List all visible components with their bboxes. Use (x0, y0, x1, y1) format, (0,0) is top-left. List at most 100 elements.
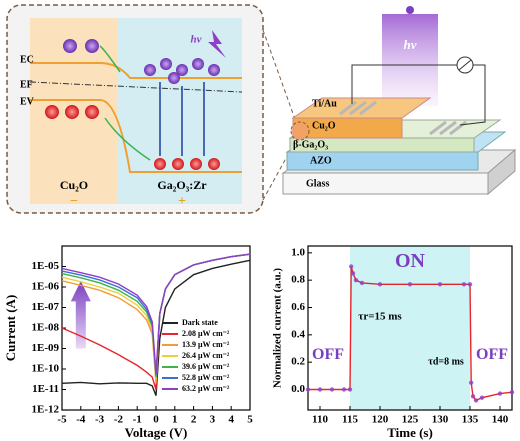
sign: + (178, 194, 186, 209)
x-axis-label: Voltage (V) (125, 425, 188, 440)
legend-label: Dark state (182, 318, 218, 327)
y-tick-label: 1E-08 (32, 322, 60, 334)
y-tick-label: 1E-11 (32, 383, 59, 395)
y-tick-label: 1E-10 (32, 363, 60, 375)
x-tick-label: 0 (153, 414, 159, 426)
y-tick-label: 0.8 (291, 274, 305, 286)
data-point (497, 391, 503, 396)
data-point (353, 277, 359, 283)
circuit (351, 56, 486, 126)
x-tick-label: -4 (76, 414, 86, 426)
y-axis-label: Current (A) (3, 295, 18, 362)
zoom-circle (290, 121, 310, 141)
x-tick-label: 135 (462, 414, 479, 426)
layer-label: Ti/Au (312, 98, 337, 109)
glass-side (487, 148, 516, 196)
y-tick-label: 0.2 (291, 356, 305, 368)
on-region (350, 246, 470, 410)
y-tick-label: 1E-06 (32, 281, 60, 293)
valence-band (30, 99, 242, 173)
fermi-level (29, 81, 243, 93)
data-point (479, 395, 485, 400)
annotation: ON (395, 250, 426, 272)
legend-label: 13.9 μW cm⁻² (182, 340, 230, 349)
cu2o-front (292, 117, 403, 139)
chart: 110 115 120 125 130 135 140 0.0 0.2 0.4 0.6 0.8 1.0 T… (272, 245, 515, 440)
layer-label: Cu₂O (312, 120, 336, 131)
x-tick-label: -3 (95, 414, 105, 426)
intensity-arrow (70, 280, 91, 349)
light-label: hν (404, 37, 417, 52)
y-tick-label: 0.4 (291, 328, 305, 340)
y-tick-label: 1.0 (291, 246, 305, 258)
sign: − (70, 194, 78, 209)
lightning (208, 30, 226, 58)
y-axis-label: Normalized current (a.u.) (272, 268, 284, 388)
layer-label: Glass (306, 178, 329, 189)
device: hν Ti/Au Cu₂O β-Ga₂O₃ AZO Glass (281, 6, 517, 196)
annotation: τr=15 ms (358, 311, 402, 323)
y-tick-label: 1E-12 (32, 404, 60, 416)
x-tick-label: 110 (312, 414, 328, 426)
x-tick-label: 2 (191, 414, 197, 426)
legend-label: 52.8 μW cm⁻² (182, 373, 230, 382)
data-point (437, 282, 443, 287)
annotation: OFF (476, 346, 508, 363)
material-label: Cu₂O (60, 178, 88, 192)
light-label: hν (191, 34, 202, 46)
material-label: Ga₂O₃:Zr (157, 178, 207, 192)
x-tick-label: 120 (372, 414, 389, 426)
data-point (349, 264, 354, 269)
data-point (329, 387, 335, 392)
data-point (341, 387, 347, 392)
data-point (305, 387, 311, 392)
data-point (470, 394, 476, 399)
light-beam (382, 14, 438, 106)
data-point (317, 387, 323, 392)
legend-label: 63.2 μW cm⁻² (182, 384, 230, 393)
legend-label: 2.08 μW cm⁻² (182, 329, 230, 338)
data-point (509, 390, 515, 395)
y-tick-label: 1E-07 (32, 301, 60, 313)
x-tick-label: -1 (133, 414, 142, 426)
data-point (377, 282, 383, 287)
y-tick-label: 1E-09 (32, 342, 60, 354)
data-point (461, 282, 467, 287)
x-tick-label: 115 (342, 414, 358, 426)
data-point (467, 282, 473, 287)
band-diagram: EC EF EV hν Cu₂O Ga₂O₃:Zr − + (6, 4, 264, 214)
hole-transfer (104, 117, 151, 161)
legend-label: 39.6 μW cm⁻² (182, 362, 230, 371)
data-point (350, 271, 356, 276)
electrons (63, 39, 220, 84)
y-tick-label: 0.0 (291, 383, 305, 395)
x-tick-label: 3 (210, 414, 216, 426)
x-tick-label: -5 (57, 414, 67, 426)
x-tick-label: 5 (247, 414, 253, 426)
x-tick-label: 4 (228, 414, 234, 426)
electrodes (339, 100, 467, 136)
level-label: EV (20, 96, 35, 107)
chart: -5 -4 -3 -2 -1 0 1 2 3 4 5 1E-12 1E-11 1E-10 1E-09 1E-0… (3, 245, 253, 440)
ga2o3-front (289, 137, 475, 153)
series-line (61, 259, 251, 396)
data-point (469, 380, 474, 385)
x-tick-label: -2 (114, 414, 124, 426)
level-label: EC (20, 54, 34, 65)
data-point (407, 282, 413, 287)
annotation: OFF (312, 346, 344, 363)
data-point (359, 280, 365, 286)
x-tick-label: 1 (172, 414, 178, 426)
data-point (473, 398, 479, 403)
electron-transfer (99, 45, 121, 73)
x-axis-label: Time (s) (387, 425, 433, 440)
x-tick-label: 125 (402, 414, 419, 426)
layer-label: AZO (310, 155, 332, 166)
x-tick-label: 140 (492, 414, 509, 426)
holes (45, 105, 220, 170)
x-tick-label: 130 (432, 414, 449, 426)
series-line (61, 253, 251, 374)
legend-label: 26.4 μW cm⁻² (182, 351, 230, 360)
light-source (406, 6, 414, 14)
